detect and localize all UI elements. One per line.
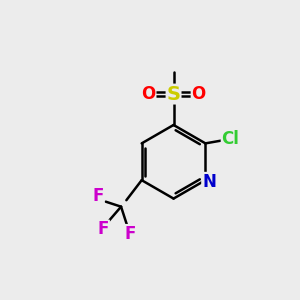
Text: S: S [167, 85, 181, 104]
Text: F: F [92, 188, 104, 206]
Text: N: N [202, 173, 216, 191]
Text: Cl: Cl [221, 130, 239, 148]
Text: O: O [191, 85, 206, 103]
Text: F: F [124, 225, 136, 243]
Text: O: O [141, 85, 156, 103]
Text: F: F [98, 220, 109, 238]
